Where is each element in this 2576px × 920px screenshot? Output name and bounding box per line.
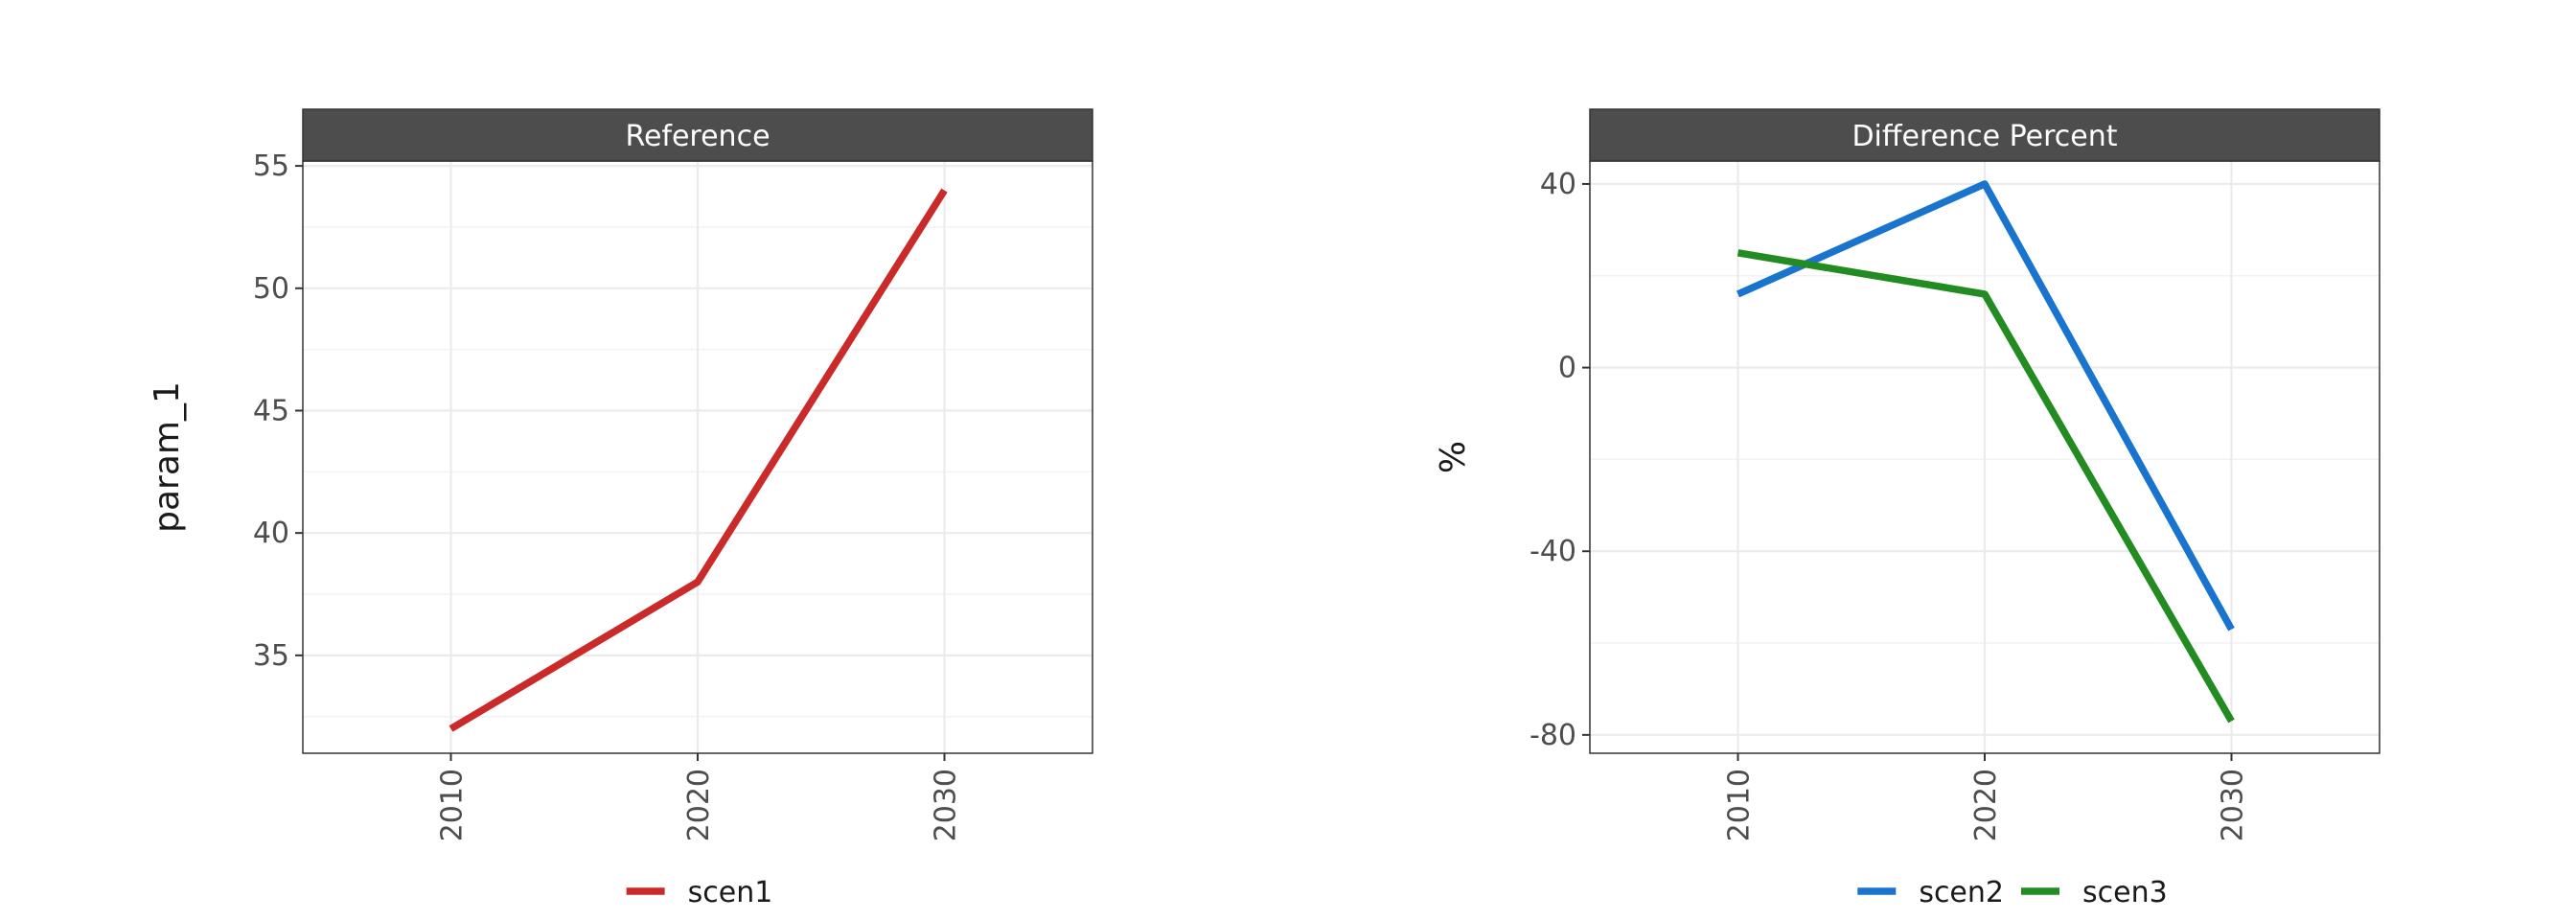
y-axis-title: % — [1434, 441, 1473, 473]
legend: scen2 scen3 — [1857, 876, 2168, 909]
x-tick-label: 2010 — [1723, 769, 1757, 841]
y-tick-label: 40 — [1540, 168, 1576, 201]
y-tick-label: 40 — [253, 517, 289, 550]
x-tick-label: 2010 — [436, 769, 470, 841]
facet-1: Difference Percent -80 -40 0 40 2010 2020 2030%… — [1434, 108, 2380, 909]
facet-title: Difference Percent — [1852, 120, 2117, 153]
legend-label-scen1: scen1 — [688, 876, 773, 909]
y-tick-label: 45 — [253, 394, 289, 427]
x-tick-label: 2030 — [930, 769, 963, 841]
y-tick-label: 55 — [253, 150, 289, 183]
facet-strip — [1589, 108, 2380, 162]
y-tick-label: -80 — [1530, 719, 1576, 752]
legend-label-scen3: scen3 — [2082, 876, 2168, 909]
legend-label-scen2: scen2 — [1919, 876, 2004, 909]
x-tick-label: 2020 — [682, 769, 716, 841]
y-tick-label: 0 — [1558, 352, 1576, 385]
y-tick-label: 35 — [253, 639, 289, 673]
facet-strip — [302, 108, 1093, 162]
facet-title: Reference — [625, 120, 770, 153]
y-tick-label: 50 — [253, 272, 289, 306]
x-tick-label: 2030 — [2217, 769, 2250, 841]
x-tick-label: 2020 — [1969, 769, 2003, 841]
series-line-scen1 — [448, 188, 948, 732]
y-axis-title: param_1 — [148, 381, 187, 533]
series-line-scen2 — [1736, 180, 2235, 632]
series-line-scen3 — [1736, 249, 2235, 724]
facet-0: Reference 35 40 45 50 55 2010 2020 2030 param_1sc… — [148, 108, 1093, 909]
y-tick-label: -40 — [1530, 535, 1576, 568]
legend: scen1 — [626, 876, 773, 909]
